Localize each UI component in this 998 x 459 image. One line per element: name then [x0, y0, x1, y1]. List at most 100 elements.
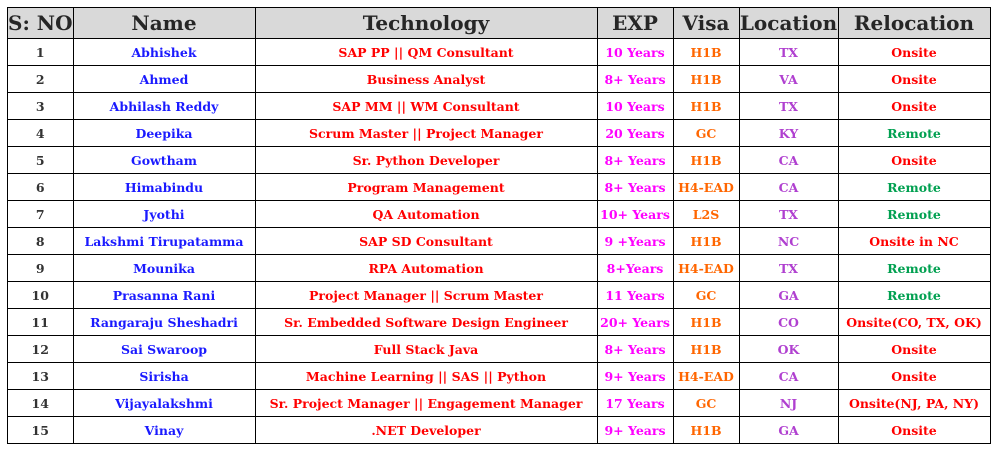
cell-sno: 10	[7, 281, 74, 309]
table-row: 13 Sirisha Machine Learning || SAS || Pyth…	[7, 362, 991, 390]
cell-sno: 2	[7, 65, 74, 93]
cell-sno: 11	[7, 308, 74, 336]
cell-technology: Scrum Master || Project Manager	[254, 119, 598, 147]
consultants-table: S: NO Name Technology EXP Visa Location …	[7, 7, 991, 444]
cell-relocation: Remote	[837, 119, 991, 147]
cell-visa: H1B	[672, 92, 740, 120]
cell-relocation: Onsite	[837, 335, 991, 363]
header-name: Name	[72, 7, 256, 39]
cell-technology: Sr. Embedded Software Design Engineer	[254, 308, 598, 336]
cell-sno: 9	[7, 254, 74, 282]
cell-relocation: Onsite	[837, 65, 991, 93]
table-row: 5 Gowtham Sr. Python Developer 8+ Years H1B C…	[7, 146, 991, 174]
cell-exp: 17 Years	[596, 389, 674, 417]
cell-exp: 9+ Years	[596, 362, 674, 390]
cell-sno: 14	[7, 389, 74, 417]
cell-technology: Sr. Project Manager || Engagement Manage…	[254, 389, 598, 417]
cell-sno: 7	[7, 200, 74, 228]
cell-visa: H1B	[672, 308, 740, 336]
cell-visa: H1B	[672, 335, 740, 363]
header-location: Location	[738, 7, 839, 39]
cell-visa: L2S	[672, 200, 740, 228]
cell-technology: SAP MM || WM Consultant	[254, 92, 598, 120]
cell-sno: 4	[7, 119, 74, 147]
cell-name: Abhilash Reddy	[72, 92, 256, 120]
cell-relocation: Onsite	[837, 92, 991, 120]
cell-exp: 8+ Years	[596, 335, 674, 363]
cell-location: TX	[738, 254, 839, 282]
cell-exp: 8+Years	[596, 254, 674, 282]
table-row: 1 Abhishek SAP PP || QM Consultant 10 Years…	[7, 38, 991, 66]
cell-visa: H4-EAD	[672, 173, 740, 201]
cell-sno: 15	[7, 416, 74, 444]
cell-technology: QA Automation	[254, 200, 598, 228]
cell-relocation: Remote	[837, 173, 991, 201]
cell-relocation: Remote	[837, 254, 991, 282]
cell-location: GA	[738, 281, 839, 309]
cell-location: NJ	[738, 389, 839, 417]
cell-exp: 10 Years	[596, 38, 674, 66]
cell-location: CA	[738, 362, 839, 390]
table-row: 11 Rangaraju Sheshadri Sr. Embedded Softwa…	[7, 308, 991, 336]
cell-location: VA	[738, 65, 839, 93]
cell-location: TX	[738, 92, 839, 120]
cell-technology: Program Management	[254, 173, 598, 201]
cell-name: Vinay	[72, 416, 256, 444]
cell-name: Vijayalakshmi	[72, 389, 256, 417]
table-row: 14 Vijayalakshmi Sr. Project Manager || En…	[7, 389, 991, 417]
cell-exp: 8+ Years	[596, 65, 674, 93]
cell-visa: H1B	[672, 65, 740, 93]
cell-exp: 10+ Years	[596, 200, 674, 228]
cell-sno: 13	[7, 362, 74, 390]
cell-exp: 11 Years	[596, 281, 674, 309]
table-row: 12 Sai Swaroop Full Stack Java 8+ Years H1B O…	[7, 335, 991, 363]
table-row: 3 Abhilash Reddy SAP MM || WM Consultant 10…	[7, 92, 991, 120]
cell-sno: 3	[7, 92, 74, 120]
cell-location: CO	[738, 308, 839, 336]
cell-relocation: Remote	[837, 200, 991, 228]
cell-name: Ahmed	[72, 65, 256, 93]
cell-exp: 9+ Years	[596, 416, 674, 444]
cell-location: CA	[738, 173, 839, 201]
cell-sno: 12	[7, 335, 74, 363]
table-row: 15 Vinay .NET Developer 9+ Years H1B GA Onsite	[7, 416, 991, 444]
cell-visa: H1B	[672, 146, 740, 174]
cell-visa: H4-EAD	[672, 362, 740, 390]
cell-location: OK	[738, 335, 839, 363]
cell-location: CA	[738, 146, 839, 174]
cell-visa: GC	[672, 281, 740, 309]
cell-relocation: Onsite(CO, TX, OK)	[837, 308, 991, 336]
header-sno: S: NO	[7, 7, 74, 39]
table-row: 9 Mounika RPA Automation 8+Years H4-EAD TX Rem…	[7, 254, 991, 282]
cell-relocation: Onsite	[837, 416, 991, 444]
cell-name: Jyothi	[72, 200, 256, 228]
cell-name: Deepika	[72, 119, 256, 147]
cell-name: Mounika	[72, 254, 256, 282]
cell-sno: 5	[7, 146, 74, 174]
cell-technology: Project Manager || Scrum Master	[254, 281, 598, 309]
cell-technology: Machine Learning || SAS || Python	[254, 362, 598, 390]
cell-technology: Sr. Python Developer	[254, 146, 598, 174]
table-row: 7 Jyothi QA Automation 10+ Years L2S TX Remote	[7, 200, 991, 228]
cell-location: TX	[738, 200, 839, 228]
cell-visa: H1B	[672, 38, 740, 66]
cell-visa: GC	[672, 389, 740, 417]
header-relocation: Relocation	[837, 7, 991, 39]
table-row: 2 Ahmed Business Analyst 8+ Years H1B VA Onsit…	[7, 65, 991, 93]
cell-exp: 20+ Years	[596, 308, 674, 336]
cell-relocation: Onsite	[837, 362, 991, 390]
cell-technology: Business Analyst	[254, 65, 598, 93]
cell-name: Sai Swaroop	[72, 335, 256, 363]
table-row: 8 Lakshmi Tirupatamma SAP SD Consultant 9 +…	[7, 227, 991, 255]
cell-name: Lakshmi Tirupatamma	[72, 227, 256, 255]
cell-location: NC	[738, 227, 839, 255]
cell-name: Gowtham	[72, 146, 256, 174]
header-visa: Visa	[672, 7, 740, 39]
cell-relocation: Onsite	[837, 38, 991, 66]
cell-sno: 1	[7, 38, 74, 66]
header-exp: EXP	[596, 7, 674, 39]
cell-location: GA	[738, 416, 839, 444]
cell-technology: RPA Automation	[254, 254, 598, 282]
cell-relocation: Onsite(NJ, PA, NY)	[837, 389, 991, 417]
cell-name: Himabindu	[72, 173, 256, 201]
